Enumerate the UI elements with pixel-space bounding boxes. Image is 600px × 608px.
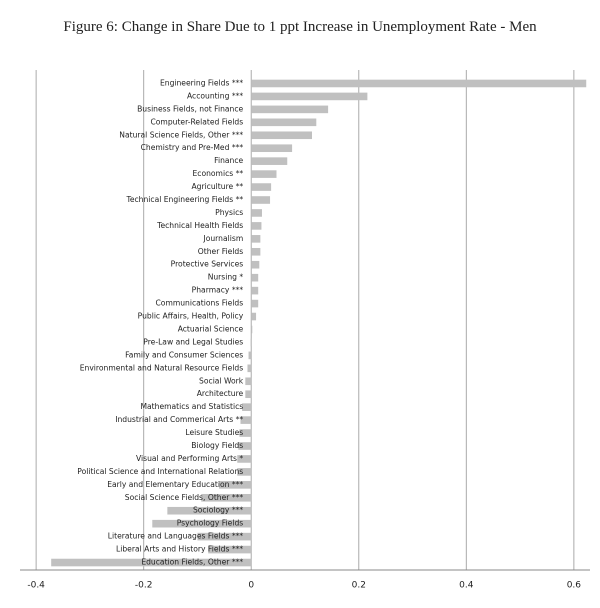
bar xyxy=(208,545,252,554)
bar xyxy=(237,455,252,463)
y-tick-label: Technical Engineering Fields ** xyxy=(125,195,243,204)
bar xyxy=(248,351,252,360)
bar xyxy=(218,481,252,489)
y-tick-label: Pre-Law and Legal Studies xyxy=(143,337,243,346)
x-tick-label: 0.2 xyxy=(352,581,366,591)
x-tick-label: 0 xyxy=(248,581,254,591)
y-tick-label: Engineering Fields *** xyxy=(160,78,243,87)
y-tick-label: Actuarial Science xyxy=(178,324,244,333)
bar xyxy=(245,390,252,399)
bar xyxy=(247,364,252,373)
bar xyxy=(251,79,587,88)
y-tick-label: Psychology Fields xyxy=(177,519,244,528)
y-tick-label: Sociology *** xyxy=(193,506,243,515)
bar xyxy=(251,105,329,114)
bar xyxy=(240,416,252,424)
bar xyxy=(167,506,252,515)
x-tick-label: -0.2 xyxy=(135,581,153,591)
y-tick-label: Literature and Languages Fields *** xyxy=(108,532,244,541)
bar xyxy=(251,222,262,230)
y-tick-label: Public Affairs, Health, Policy xyxy=(138,312,244,321)
y-tick-label: Protective Services xyxy=(171,260,244,269)
bar xyxy=(251,247,261,256)
y-tick-label: Journalism xyxy=(202,234,243,243)
y-tick-label: Environmental and Natural Resource Field… xyxy=(80,363,244,372)
y-tick-label: Visual and Performing Arts * xyxy=(136,454,243,463)
y-tick-label: Finance xyxy=(214,156,243,165)
y-tick-label: Nursing * xyxy=(208,273,244,282)
bar xyxy=(250,338,252,347)
bar xyxy=(251,312,257,321)
bar xyxy=(251,273,259,282)
y-tick-label: Pharmacy *** xyxy=(192,286,244,295)
bar xyxy=(251,183,272,191)
bar xyxy=(251,157,288,165)
y-tick-label: Social Work xyxy=(199,376,244,385)
bar xyxy=(251,260,260,269)
bar xyxy=(201,493,252,502)
y-tick-label: Economics ** xyxy=(192,169,243,178)
y-tick-label: Architecture xyxy=(197,389,244,398)
y-tick-label: Other Fields xyxy=(198,247,244,256)
bar xyxy=(251,299,259,308)
bar xyxy=(251,131,312,140)
y-tick-label: Agriculture ** xyxy=(191,182,243,191)
bar xyxy=(251,92,368,101)
bar xyxy=(51,558,252,567)
bar xyxy=(242,403,252,411)
bar xyxy=(251,209,262,217)
bar xyxy=(251,118,317,127)
x-tick-label: 0.6 xyxy=(567,581,582,591)
y-tick-label: Industrial and Commerical Arts ** xyxy=(115,415,243,424)
y-tick-label: Leisure Studies xyxy=(185,428,243,437)
x-tick-label: -0.4 xyxy=(27,581,45,591)
bar xyxy=(251,144,293,153)
bar xyxy=(251,235,261,243)
bar xyxy=(237,468,252,476)
chart-title: Figure 6: Change in Share Due to 1 ppt I… xyxy=(63,19,537,35)
y-tick-label: Physics xyxy=(215,208,243,217)
y-tick-label: Communications Fields xyxy=(156,299,244,308)
y-tick-label: Family and Consumer Sciences xyxy=(125,350,243,359)
y-tick-label: Accounting *** xyxy=(187,91,243,100)
bar xyxy=(251,325,253,334)
x-tick-label: 0.4 xyxy=(459,581,474,591)
bar xyxy=(251,196,271,204)
y-tick-label: Technical Health Fields xyxy=(156,221,243,230)
y-tick-label: Biology Fields xyxy=(191,441,243,450)
y-tick-label: Education Fields, Other *** xyxy=(141,558,243,567)
bar xyxy=(197,532,252,541)
bar xyxy=(251,170,277,178)
y-tick-label: Social Science Fields, Other *** xyxy=(125,493,244,502)
y-tick-label: Early and Elementary Education *** xyxy=(107,480,243,489)
y-tick-label: Computer-Related Fields xyxy=(150,117,243,126)
y-tick-label: Liberal Arts and History Fields *** xyxy=(116,545,243,554)
y-tick-label: Mathematics and Statistics xyxy=(140,402,243,411)
bar xyxy=(238,442,252,450)
bar xyxy=(251,286,259,295)
y-tick-label: Political Science and International Rela… xyxy=(77,467,243,476)
y-tick-label: Business Fields, not Finance xyxy=(137,104,243,113)
y-tick-label: Chemistry and Pre-Med *** xyxy=(141,143,244,152)
bar xyxy=(245,377,252,386)
bar xyxy=(239,429,252,437)
y-tick-label: Natural Science Fields, Other *** xyxy=(119,130,243,139)
bar xyxy=(152,519,252,528)
